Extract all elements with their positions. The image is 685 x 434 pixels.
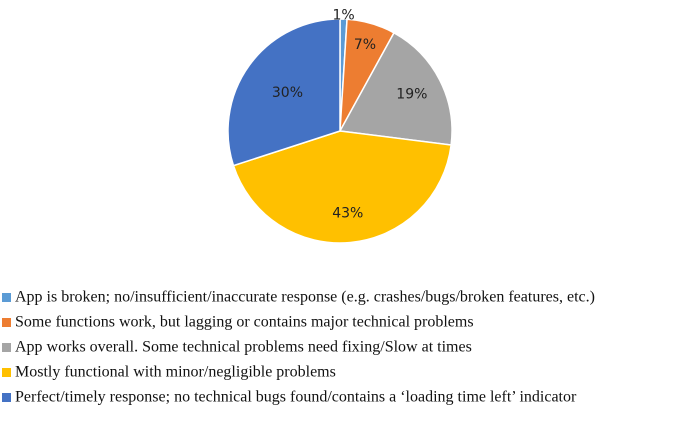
- slice-data-label: 30%: [272, 85, 303, 101]
- slice-data-label: 19%: [396, 86, 427, 102]
- slice-data-label: 1%: [333, 8, 355, 24]
- legend-label: App works overall. Some technical proble…: [15, 339, 472, 356]
- pie-slice-labels: 1% 7% 19% 43% 30%: [272, 8, 428, 222]
- legend-swatch: [2, 393, 11, 402]
- legend-swatch: [2, 293, 11, 302]
- legend-label: Some functions work, but lagging or cont…: [15, 314, 474, 331]
- legend-swatch: [2, 368, 11, 377]
- legend-label: App is broken; no/insufficient/inaccurat…: [15, 289, 595, 306]
- pie-slice: [227, 18, 341, 167]
- legend-swatch: [2, 343, 11, 352]
- pie-slice: [232, 130, 452, 244]
- slice-data-label: 7%: [354, 37, 376, 53]
- legend-label: Perfect/timely response; no technical bu…: [15, 389, 577, 406]
- slice-data-label: 43%: [332, 206, 363, 222]
- legend-swatch: [2, 318, 11, 327]
- pie-slices: [227, 18, 453, 244]
- chart-legend: App is broken; no/insufficient/inaccurat…: [2, 289, 595, 406]
- legend-label: Mostly functional with minor/negligible …: [15, 364, 336, 381]
- pie-slice: [338, 31, 453, 146]
